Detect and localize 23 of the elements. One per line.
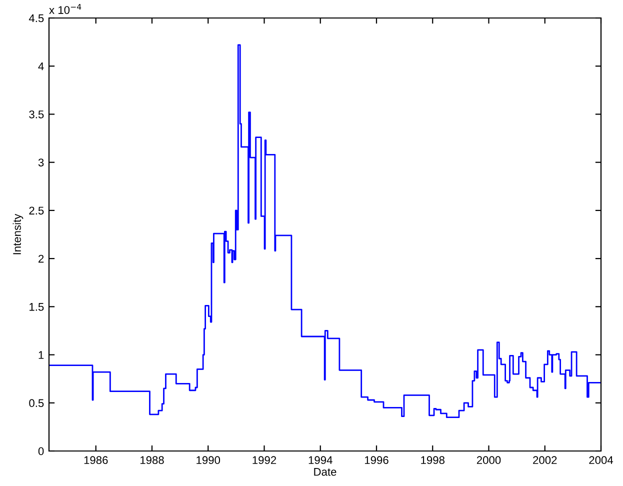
x-tick-label: 1992 <box>252 456 276 464</box>
y-tick-label: 0.5 <box>29 399 44 408</box>
y-tick-label: 4.5 <box>28 14 44 22</box>
text: x 10$^{−4}$ <box>49 4 82 14</box>
x-tick-label: 1986 <box>84 456 108 464</box>
x-tick-label: 2002 <box>533 456 557 464</box>
y-tick-label: 4 <box>38 62 44 70</box>
x-axis-title: Date <box>314 468 336 476</box>
x-tick-label: 1996 <box>364 456 388 464</box>
y-tick-label: 0 <box>38 447 44 456</box>
y-tick-label: 1 <box>38 351 44 359</box>
y-axis-title: Intensity <box>12 214 24 254</box>
y-tick-label: 3 <box>38 158 44 166</box>
y-tick-label: 2.5 <box>29 206 44 215</box>
x-tick-label: 1994 <box>308 456 332 464</box>
x-tick-label: 2000 <box>476 456 501 464</box>
x-tick-label: 1998 <box>421 456 444 464</box>
y-tick-label: 2 <box>38 254 44 263</box>
y-tick-label: 1.5 <box>30 303 44 311</box>
x-tick-label: 1990 <box>196 456 220 464</box>
y-tick-label: 3.5 <box>29 110 44 118</box>
x-tick-label: 2004 <box>589 456 614 464</box>
x-tick-label: 1988 <box>140 456 164 464</box>
